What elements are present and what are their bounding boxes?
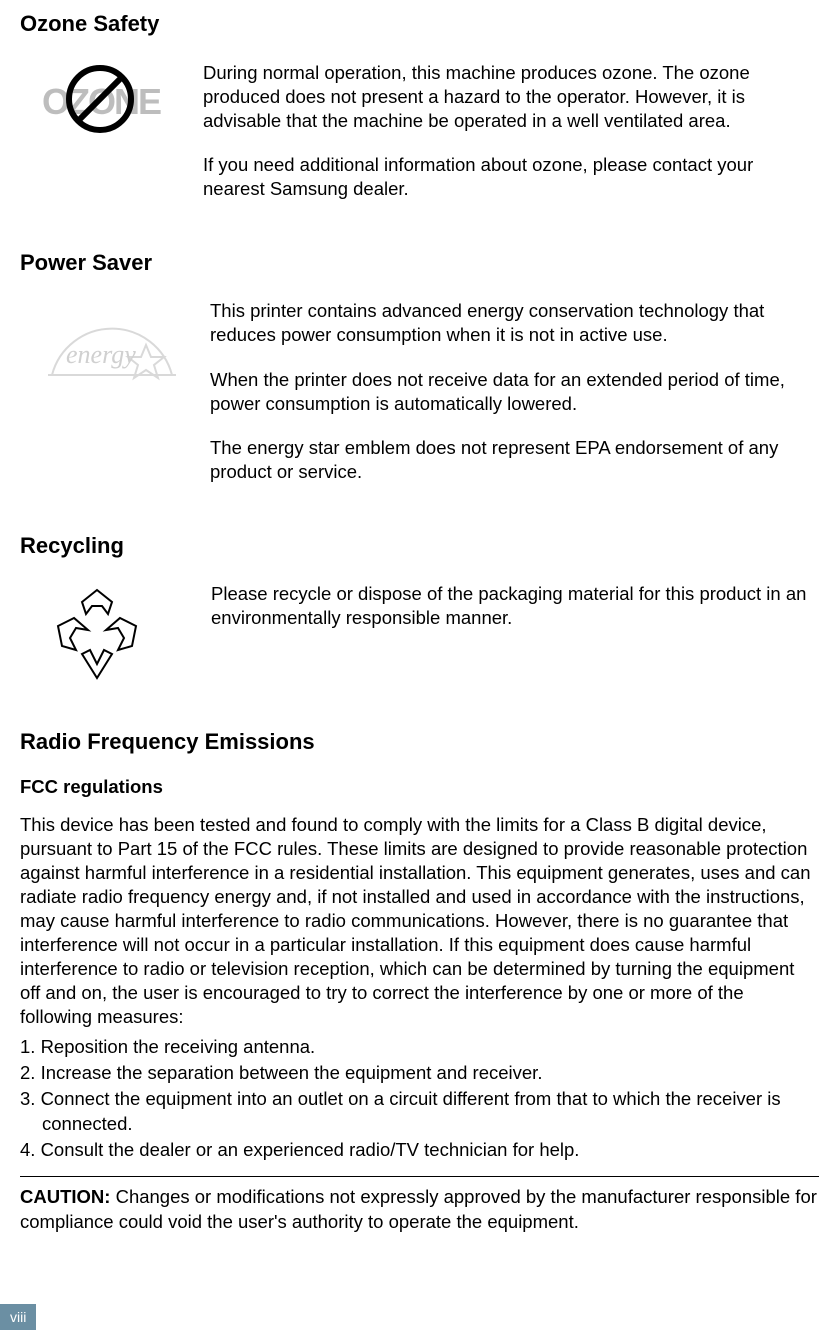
power-p3: The energy star emblem does not represen… bbox=[210, 436, 819, 484]
section-power: Power Saver energy This printer contains… bbox=[20, 249, 819, 504]
heading-recycling: Recycling bbox=[20, 532, 819, 561]
subheading-fcc: FCC regulations bbox=[20, 775, 819, 799]
recycle-icon bbox=[42, 584, 162, 684]
power-p1: This printer contains advanced energy co… bbox=[210, 299, 819, 347]
heading-rf: Radio Frequency Emissions bbox=[20, 728, 819, 757]
divider bbox=[20, 1176, 819, 1177]
energy-star-icon: energy bbox=[42, 303, 182, 393]
rf-m3: 3. Connect the equipment into an outlet … bbox=[20, 1087, 819, 1135]
row-recycling: Please recycle or dispose of the packagi… bbox=[20, 582, 819, 684]
rf-m1: 1. Reposition the receiving antenna. bbox=[20, 1035, 819, 1059]
text-col-ozone: During normal operation, this machine pr… bbox=[203, 61, 819, 221]
icon-col-ozone: OZONE bbox=[20, 61, 175, 127]
ozone-p1: During normal operation, this machine pr… bbox=[203, 61, 819, 133]
icon-col-recycling bbox=[20, 582, 175, 684]
rf-m4: 4. Consult the dealer or an experienced … bbox=[20, 1138, 819, 1162]
ozone-p2: If you need additional information about… bbox=[203, 153, 819, 201]
text-col-power: This printer contains advanced energy co… bbox=[210, 299, 819, 503]
section-recycling: Recycling Please recycle or dispose of t… bbox=[20, 532, 819, 685]
ozone-icon: OZONE bbox=[42, 67, 172, 127]
svg-text:energy: energy bbox=[66, 340, 136, 369]
section-ozone: Ozone Safety OZONE During normal operati… bbox=[20, 10, 819, 221]
page-number-tab: viii bbox=[0, 1304, 36, 1330]
row-power: energy This printer contains advanced en… bbox=[20, 299, 819, 503]
icon-col-power: energy bbox=[20, 299, 182, 393]
rf-intro: This device has been tested and found to… bbox=[20, 813, 819, 1029]
prohibition-icon bbox=[64, 63, 136, 135]
row-ozone: OZONE During normal operation, this mach… bbox=[20, 61, 819, 221]
rf-m2: 2. Increase the separation between the e… bbox=[20, 1061, 819, 1085]
section-rf: Radio Frequency Emissions FCC regulation… bbox=[20, 728, 819, 1234]
power-p2: When the printer does not receive data f… bbox=[210, 368, 819, 416]
rf-measures-list: 1. Reposition the receiving antenna. 2. … bbox=[20, 1035, 819, 1161]
text-col-recycling: Please recycle or dispose of the packagi… bbox=[203, 582, 819, 650]
recycling-p1: Please recycle or dispose of the packagi… bbox=[211, 582, 819, 630]
heading-ozone: Ozone Safety bbox=[20, 10, 819, 39]
caution-label: CAUTION: bbox=[20, 1186, 110, 1207]
heading-power: Power Saver bbox=[20, 249, 819, 278]
caution-text: Changes or modifications not expressly a… bbox=[20, 1186, 817, 1232]
caution-block: CAUTION: Changes or modifications not ex… bbox=[20, 1185, 819, 1235]
